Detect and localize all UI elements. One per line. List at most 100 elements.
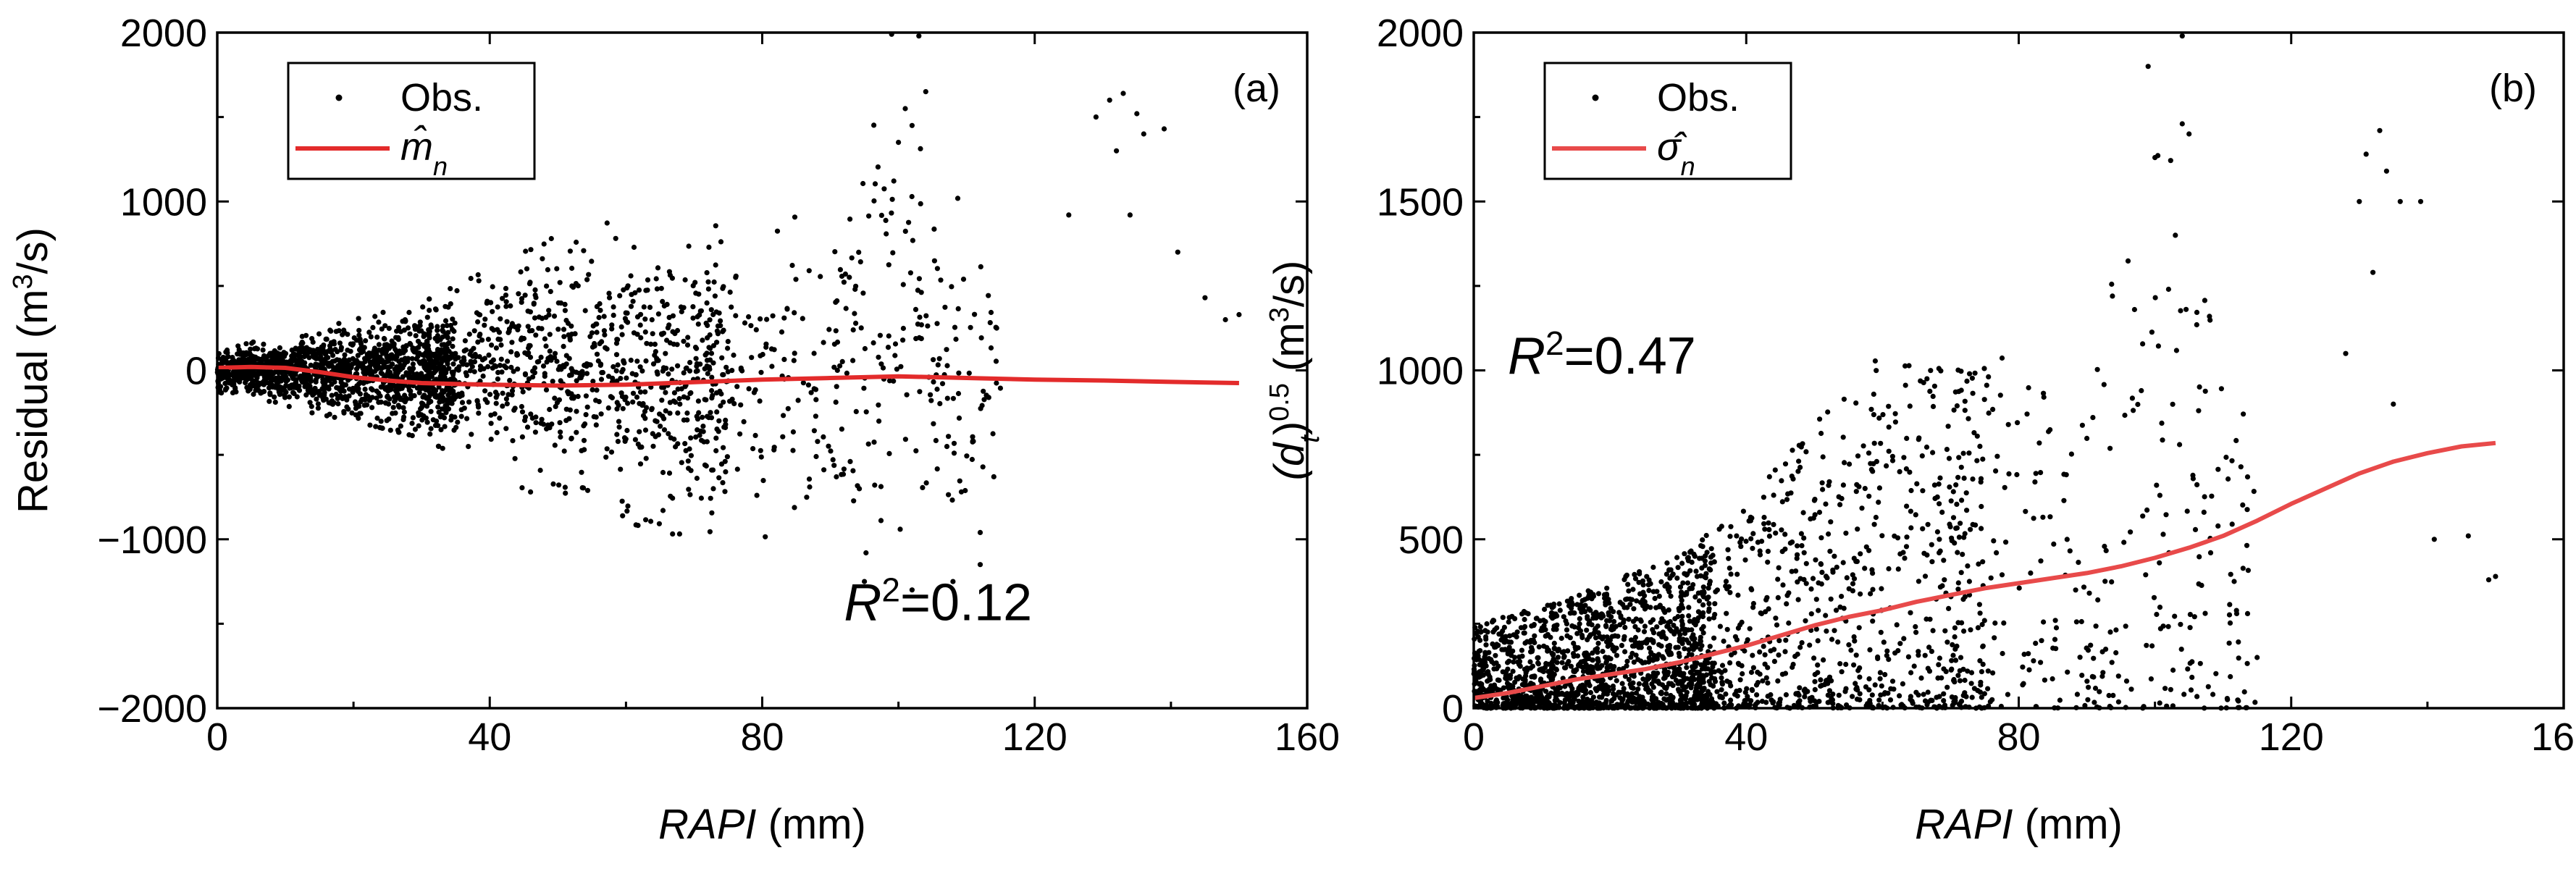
data-point bbox=[553, 442, 558, 447]
data-point bbox=[348, 342, 353, 347]
data-point bbox=[706, 245, 711, 250]
data-point bbox=[821, 340, 826, 345]
data-point bbox=[906, 220, 911, 225]
data-point bbox=[931, 357, 936, 362]
data-point bbox=[1797, 685, 1802, 690]
data-point bbox=[1908, 670, 1913, 675]
data-point bbox=[630, 400, 635, 405]
data-point bbox=[1622, 625, 1627, 630]
data-point bbox=[1991, 538, 1996, 543]
data-point bbox=[547, 332, 553, 337]
data-point bbox=[544, 387, 549, 392]
data-point bbox=[2140, 513, 2145, 518]
data-point bbox=[1830, 570, 1835, 575]
data-point bbox=[555, 327, 561, 332]
data-point bbox=[510, 438, 515, 443]
data-point bbox=[1867, 647, 1872, 652]
data-point bbox=[561, 334, 566, 339]
data-point bbox=[614, 368, 619, 373]
data-point bbox=[1725, 627, 1730, 632]
data-point bbox=[1839, 669, 1845, 674]
data-point bbox=[2177, 442, 2182, 447]
data-point bbox=[1669, 573, 1674, 578]
data-point bbox=[695, 314, 700, 319]
data-point bbox=[639, 445, 644, 450]
data-point bbox=[259, 357, 264, 362]
data-point bbox=[351, 386, 356, 391]
data-point bbox=[957, 416, 962, 421]
data-point bbox=[1700, 614, 1706, 619]
data-point bbox=[267, 381, 272, 386]
data-point bbox=[1904, 436, 1909, 441]
data-point bbox=[1761, 644, 1766, 649]
data-point bbox=[1841, 434, 1846, 440]
data-point bbox=[1906, 363, 1911, 368]
data-point bbox=[361, 349, 366, 354]
data-point bbox=[675, 328, 680, 333]
data-point bbox=[2069, 452, 2074, 457]
data-point bbox=[1868, 461, 1873, 466]
data-point bbox=[918, 201, 923, 206]
data-point bbox=[723, 418, 728, 423]
data-point bbox=[1888, 686, 1893, 692]
data-point bbox=[2123, 623, 2128, 629]
data-point bbox=[620, 499, 625, 504]
data-point bbox=[267, 390, 272, 395]
data-point bbox=[2038, 660, 2043, 665]
data-point bbox=[690, 304, 695, 309]
data-point bbox=[712, 280, 717, 285]
data-point bbox=[1606, 613, 1611, 618]
data-point bbox=[609, 327, 614, 332]
data-point bbox=[705, 323, 710, 328]
data-point bbox=[705, 270, 710, 275]
data-point bbox=[689, 468, 694, 473]
data-point bbox=[477, 278, 482, 283]
data-point bbox=[379, 365, 384, 370]
data-point bbox=[1611, 619, 1616, 624]
data-point bbox=[251, 354, 256, 359]
data-point bbox=[1857, 625, 1862, 630]
data-point bbox=[2194, 310, 2199, 315]
data-point bbox=[1478, 624, 1483, 629]
data-point bbox=[1611, 664, 1616, 669]
data-point bbox=[519, 269, 524, 274]
data-point bbox=[661, 416, 666, 421]
data-point bbox=[686, 487, 691, 492]
data-point bbox=[1803, 449, 1808, 454]
data-point bbox=[764, 317, 769, 322]
data-point bbox=[956, 391, 961, 396]
data-point bbox=[1884, 649, 1889, 654]
data-point bbox=[1608, 606, 1614, 611]
data-point bbox=[446, 387, 451, 392]
data-point bbox=[886, 333, 891, 338]
data-point bbox=[408, 369, 413, 374]
data-point bbox=[655, 286, 660, 291]
data-point bbox=[713, 223, 718, 228]
data-point bbox=[1786, 621, 1791, 626]
data-point bbox=[1560, 660, 1565, 665]
data-point bbox=[1766, 527, 1771, 532]
data-point bbox=[1754, 682, 1759, 687]
data-point bbox=[1916, 437, 1921, 442]
data-point bbox=[705, 439, 710, 444]
data-point bbox=[593, 398, 598, 403]
data-point bbox=[2109, 282, 2114, 287]
data-point bbox=[594, 422, 599, 427]
data-point bbox=[1543, 619, 1548, 624]
data-point bbox=[890, 197, 895, 202]
data-point bbox=[1693, 622, 1698, 627]
data-point bbox=[1642, 639, 1648, 644]
data-point bbox=[655, 265, 660, 270]
data-point bbox=[1908, 403, 1913, 408]
data-point bbox=[541, 364, 546, 369]
data-point bbox=[1963, 678, 1968, 683]
data-point bbox=[549, 236, 554, 241]
data-point bbox=[1881, 639, 1887, 644]
data-point bbox=[1798, 576, 1803, 581]
data-point bbox=[725, 454, 730, 459]
data-point bbox=[1571, 669, 1576, 674]
data-point bbox=[1857, 675, 1862, 680]
data-point bbox=[884, 218, 889, 223]
data-point bbox=[584, 393, 589, 398]
data-point bbox=[683, 277, 688, 282]
